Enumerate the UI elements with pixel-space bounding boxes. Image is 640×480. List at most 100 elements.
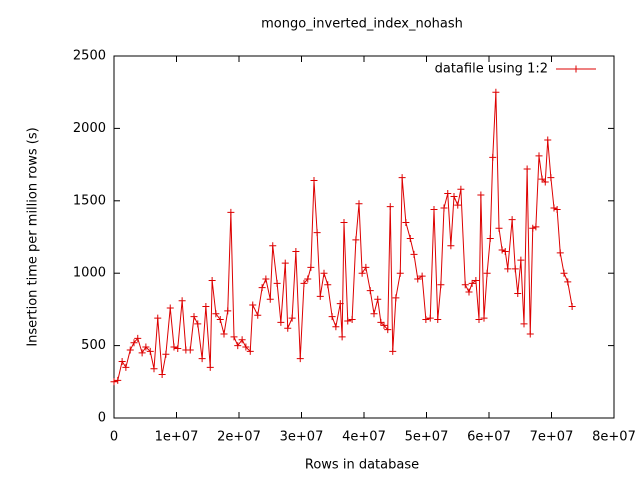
chart-title: mongo_inverted_index_nohash	[261, 17, 463, 32]
point	[238, 336, 246, 344]
point	[547, 174, 555, 182]
point	[414, 275, 422, 283]
x-tick-label: 7e+07	[530, 430, 574, 445]
point	[162, 350, 170, 358]
x-tick-label: 0	[110, 430, 118, 445]
point	[377, 318, 385, 326]
point	[374, 295, 382, 303]
point	[284, 324, 292, 332]
point	[544, 136, 552, 144]
point	[483, 269, 491, 277]
point	[568, 303, 576, 311]
point	[110, 378, 118, 386]
point	[430, 205, 438, 213]
point	[242, 343, 250, 351]
point	[366, 287, 374, 295]
point	[465, 288, 473, 296]
point	[514, 289, 522, 297]
y-tick-label: 2500	[73, 49, 106, 64]
y-tick-label: 500	[81, 338, 106, 353]
point	[212, 310, 220, 318]
point	[447, 242, 455, 250]
point	[468, 279, 476, 287]
point	[520, 320, 528, 328]
point	[174, 344, 182, 352]
point	[246, 347, 254, 355]
point	[440, 204, 448, 212]
point	[340, 219, 348, 227]
point	[508, 216, 516, 224]
x-tick-label: 6e+07	[467, 430, 511, 445]
point	[492, 88, 500, 96]
point	[254, 311, 262, 319]
point	[472, 276, 480, 284]
point	[529, 224, 537, 232]
point	[328, 313, 336, 321]
point	[526, 330, 534, 338]
legend-marker	[572, 65, 580, 73]
point	[190, 313, 198, 321]
series-line	[113, 92, 573, 383]
point	[266, 295, 274, 303]
point	[146, 347, 154, 355]
point	[358, 269, 366, 277]
point	[118, 358, 126, 366]
point	[324, 281, 332, 289]
point	[269, 242, 277, 250]
point	[126, 346, 134, 354]
point	[288, 314, 296, 322]
point	[454, 201, 462, 209]
point	[535, 152, 543, 160]
point	[422, 316, 430, 324]
point	[194, 320, 202, 328]
point	[220, 330, 228, 338]
point	[304, 275, 312, 283]
y-tick-label: 0	[98, 411, 106, 426]
point	[495, 224, 503, 232]
point	[262, 275, 270, 283]
point	[450, 192, 458, 200]
x-tick-label: 2e+07	[217, 430, 261, 445]
point	[273, 279, 281, 287]
point	[258, 284, 266, 292]
point	[564, 278, 572, 286]
x-axis-label: Rows in database	[305, 458, 419, 473]
point	[296, 355, 304, 363]
point	[138, 349, 146, 357]
point	[511, 265, 519, 273]
point	[560, 269, 568, 277]
point	[216, 316, 224, 324]
point	[134, 334, 142, 342]
point	[227, 208, 235, 216]
point	[170, 343, 178, 351]
point	[541, 178, 549, 186]
point	[208, 276, 216, 284]
x-tick-label: 8e+07	[592, 430, 636, 445]
point	[277, 318, 285, 326]
x-tick-label: 1e+07	[155, 430, 199, 445]
point	[332, 323, 340, 331]
y-axis-label: Insertion time per million rows (s)	[26, 127, 41, 346]
point	[186, 346, 194, 354]
point	[538, 175, 546, 183]
point	[300, 279, 308, 287]
point	[198, 355, 206, 363]
y-tick-label: 2000	[73, 121, 106, 136]
point	[418, 272, 426, 280]
point	[498, 246, 506, 254]
point	[550, 204, 558, 212]
point	[480, 314, 488, 322]
point	[292, 247, 300, 255]
point	[501, 247, 509, 255]
point	[307, 263, 315, 271]
point	[316, 292, 324, 300]
point	[355, 200, 363, 208]
point	[338, 333, 346, 341]
point	[392, 294, 400, 302]
point	[352, 236, 360, 244]
plot-frame	[113, 55, 615, 419]
point	[230, 333, 238, 341]
point	[336, 300, 344, 308]
